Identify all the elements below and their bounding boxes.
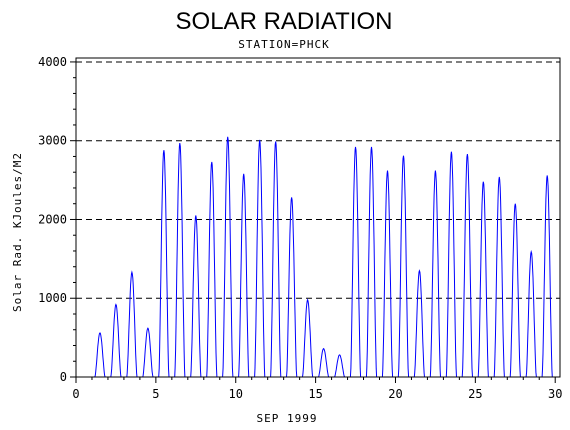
x-tick-label: 30 [548, 387, 562, 401]
y-tick-label: 3000 [38, 134, 67, 148]
x-tick-label: 10 [229, 387, 243, 401]
y-tick-label: 4000 [38, 55, 67, 69]
y-tick-label: 1000 [38, 291, 67, 305]
x-tick-label: 5 [152, 387, 159, 401]
x-tick-label: 0 [72, 387, 79, 401]
y-tick-label: 2000 [38, 212, 67, 226]
x-tick-label: 20 [388, 387, 402, 401]
x-tick-label: 25 [468, 387, 482, 401]
data-series [92, 136, 556, 378]
series-line [92, 136, 556, 378]
x-axis-label: SEP 1999 [257, 412, 318, 425]
chart-title: SOLAR RADIATION [176, 8, 393, 35]
y-tick-label: 0 [60, 370, 67, 384]
x-tick-label: 15 [308, 387, 322, 401]
x-axis: 0 5 10 15 20 25 30 [72, 377, 562, 401]
chart-subtitle: STATION=PHCK [238, 38, 329, 51]
y-axis-label: Solar Rad. KJoules/M2 [11, 152, 24, 312]
plot-frame [75, 57, 561, 378]
y-axis: 0 1000 2000 3000 4000 [38, 55, 76, 384]
